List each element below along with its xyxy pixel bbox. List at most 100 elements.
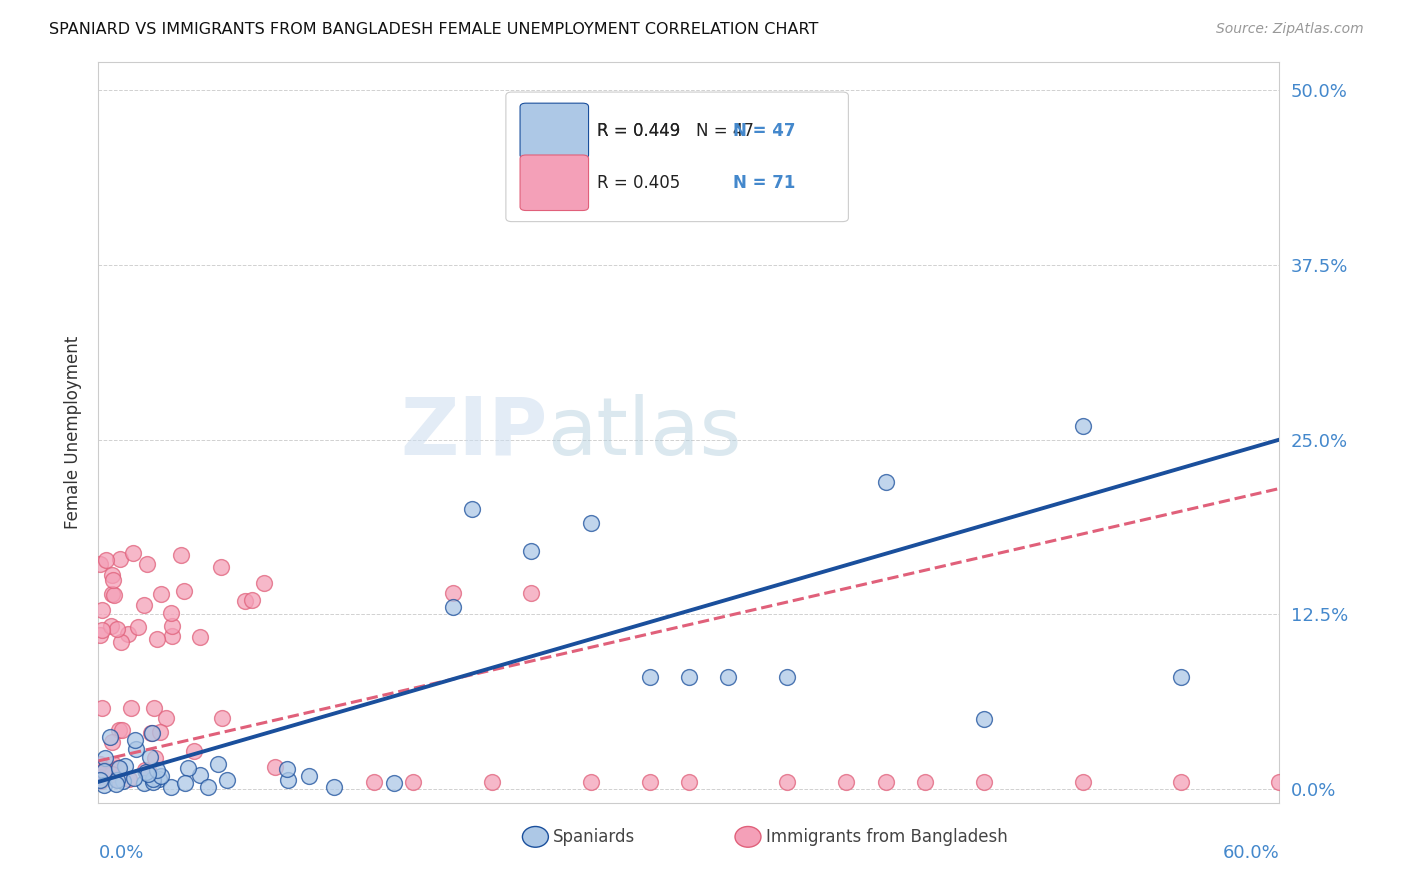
Point <box>93 764 115 778</box>
Point <box>89 767 111 781</box>
Point <box>253 575 276 590</box>
Point <box>142 774 165 789</box>
Point <box>875 775 897 789</box>
Text: ZIP: ZIP <box>399 393 547 472</box>
Point <box>240 593 263 607</box>
Point <box>117 772 139 787</box>
Text: SPANIARD VS IMMIGRANTS FROM BANGLADESH FEMALE UNEMPLOYMENT CORRELATION CHART: SPANIARD VS IMMIGRANTS FROM BANGLADESH F… <box>49 22 818 37</box>
Point <box>89 628 111 642</box>
Point <box>155 710 177 724</box>
Point <box>100 619 122 633</box>
Point <box>104 772 127 786</box>
Point <box>94 553 117 567</box>
Text: atlas: atlas <box>547 393 741 472</box>
Point <box>188 630 211 644</box>
Point <box>149 724 172 739</box>
Point <box>277 772 299 787</box>
Point <box>973 712 995 726</box>
Point <box>298 769 321 783</box>
Point <box>132 598 155 612</box>
Point <box>173 583 195 598</box>
Point <box>520 544 543 558</box>
Point <box>142 772 165 786</box>
Point <box>122 546 145 560</box>
Point <box>125 742 148 756</box>
Point <box>1071 775 1094 789</box>
Point <box>264 760 287 774</box>
Point <box>105 772 128 787</box>
Point <box>183 744 205 758</box>
Text: 0.0%: 0.0% <box>98 844 143 862</box>
Point <box>105 777 128 791</box>
Text: R = 0.449: R = 0.449 <box>596 122 696 140</box>
Point <box>579 516 602 531</box>
Point <box>103 588 125 602</box>
Point <box>211 710 233 724</box>
Point <box>162 629 184 643</box>
Point <box>93 779 115 793</box>
Point <box>136 557 159 571</box>
Point <box>170 549 193 563</box>
Point <box>160 619 183 633</box>
Point <box>124 733 146 747</box>
Point <box>91 624 114 638</box>
Point <box>776 775 799 789</box>
Point <box>160 607 183 621</box>
Point <box>139 726 162 740</box>
Point <box>111 723 134 738</box>
Point <box>101 757 124 772</box>
Point <box>146 632 169 646</box>
Point <box>174 775 197 789</box>
Point <box>402 775 425 789</box>
Text: Immigrants from Bangladesh: Immigrants from Bangladesh <box>766 828 1008 846</box>
Text: Spaniards: Spaniards <box>553 828 636 846</box>
Text: N = 47: N = 47 <box>733 122 796 140</box>
Point <box>1268 775 1291 789</box>
Point <box>93 751 115 765</box>
Point <box>520 586 543 600</box>
Point <box>1071 418 1094 433</box>
Point <box>90 700 112 714</box>
FancyBboxPatch shape <box>506 92 848 221</box>
Point <box>678 670 700 684</box>
Point <box>914 775 936 789</box>
Point <box>135 764 157 779</box>
Point <box>89 772 111 787</box>
Point <box>89 770 111 784</box>
Point <box>150 769 173 783</box>
Point <box>136 766 159 780</box>
Point <box>737 112 759 126</box>
Point <box>638 775 661 789</box>
Point <box>209 560 232 574</box>
Point <box>382 776 405 790</box>
Point <box>188 767 211 781</box>
Point <box>276 762 298 776</box>
Point <box>112 774 135 789</box>
Point <box>101 735 124 749</box>
Point <box>973 775 995 789</box>
Point <box>89 756 111 771</box>
Point <box>481 775 503 789</box>
Point <box>138 764 160 779</box>
Point <box>98 730 121 744</box>
FancyBboxPatch shape <box>520 103 589 159</box>
Point <box>100 586 122 600</box>
Point <box>461 502 484 516</box>
Point <box>101 573 124 587</box>
Point <box>101 567 124 582</box>
Point <box>207 757 229 772</box>
Point <box>148 772 170 786</box>
Point <box>776 670 799 684</box>
Point <box>117 627 139 641</box>
Point <box>1170 670 1192 684</box>
Point <box>875 475 897 489</box>
Point <box>143 701 166 715</box>
Point <box>835 775 858 789</box>
Point <box>150 587 173 601</box>
Point <box>159 780 181 795</box>
Point <box>127 620 149 634</box>
Point <box>108 723 131 737</box>
Text: N = 71: N = 71 <box>733 174 794 192</box>
Text: Source: ZipAtlas.com: Source: ZipAtlas.com <box>1216 22 1364 37</box>
Point <box>579 775 602 789</box>
